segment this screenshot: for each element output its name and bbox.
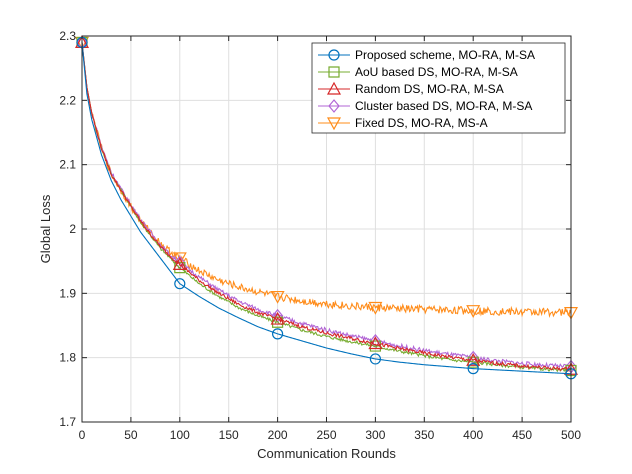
legend-label: Proposed scheme, MO-RA, M-SA: [355, 48, 535, 62]
series-group: [74, 35, 579, 380]
legend: Proposed scheme, MO-RA, M-SA AoU based DS…: [311, 42, 566, 134]
y-tick-label: 1.9: [59, 286, 76, 300]
series-marker: [270, 311, 285, 325]
series-marker: [270, 290, 285, 304]
x-tick-label: 0: [79, 428, 86, 442]
series-marker: [172, 257, 187, 270]
legend-box: [311, 42, 566, 134]
series-0: [76, 36, 577, 380]
series-line: [81, 42, 572, 373]
legend-marker: [328, 49, 340, 61]
y-tick-labels: 1.7 1.8 1.9 2 2.1 2.2 2.3: [59, 29, 76, 429]
series-marker: [272, 328, 284, 340]
series-marker: [174, 278, 186, 290]
legend-marker: [328, 66, 340, 78]
legend-label: Cluster based DS, MO-RA, M-SA: [355, 99, 532, 113]
x-tick-label: 50: [124, 428, 138, 442]
legend-label: Random DS, MO-RA, M-SA: [355, 82, 504, 96]
x-axis-label: Communication Rounds: [257, 446, 396, 461]
x-tick-label: 200: [268, 428, 288, 442]
y-axis-label: Global Loss: [38, 194, 53, 263]
series-marker: [368, 301, 383, 315]
x-tick-label: 150: [219, 428, 239, 442]
x-tick-label: 450: [512, 428, 532, 442]
legend-marker: [326, 117, 342, 131]
series-marker: [466, 305, 481, 318]
x-tick-label: 350: [414, 428, 434, 442]
y-tick-label: 2: [69, 222, 76, 236]
series-line: [81, 42, 572, 369]
series-marker: [172, 252, 187, 266]
series-marker: [369, 334, 382, 348]
series-marker: [368, 336, 383, 350]
y-tick-label: 2.3: [59, 29, 76, 43]
legend-label: AoU based DS, MO-RA, M-SA: [355, 65, 518, 79]
legend-label: Fixed DS, MO-RA, MS-A: [355, 116, 488, 130]
x-tick-label: 300: [365, 428, 385, 442]
x-tick-label: 100: [170, 428, 190, 442]
series-line: [81, 42, 572, 372]
y-tick-label: 2.2: [59, 93, 76, 107]
x-tick-label: 400: [463, 428, 483, 442]
x-tick-label: 250: [316, 428, 336, 442]
legend-marker: [326, 81, 342, 95]
plot-frame: [81, 35, 572, 423]
x-tick-label: 500: [561, 428, 581, 442]
series-marker: [466, 352, 481, 366]
series-marker: [467, 363, 479, 375]
series-marker: [369, 353, 381, 365]
series-line: [81, 42, 572, 375]
series-line: [81, 42, 572, 318]
y-tick-label: 1.7: [59, 415, 76, 429]
legend-marker: [328, 99, 340, 113]
x-tick-labels: 0 50 100 150 200 250 300 350 400 450 500: [79, 428, 582, 442]
y-tick-label: 1.8: [59, 351, 76, 365]
y-tick-label: 2.1: [59, 158, 76, 172]
